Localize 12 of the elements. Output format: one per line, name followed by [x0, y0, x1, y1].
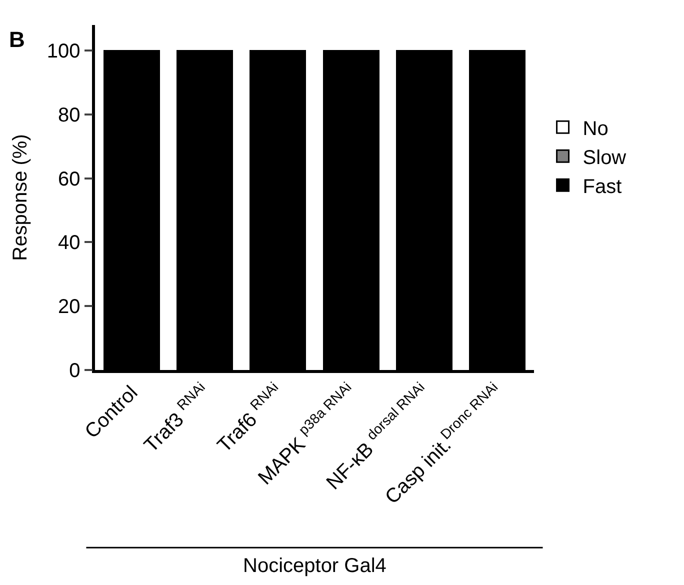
- y-tick-label: 80: [58, 104, 80, 126]
- y-tick-label: 20: [58, 296, 80, 318]
- text: B: [9, 27, 25, 52]
- y-tick-label: 60: [58, 168, 80, 190]
- y-tick-label: 0: [69, 360, 80, 382]
- legend-label: No: [582, 118, 608, 140]
- y-axis-title: Response (%): [9, 134, 32, 261]
- y-tick-label: 40: [58, 232, 80, 254]
- legend-label: Fast: [582, 176, 622, 198]
- legend-label: Slow: [582, 146, 627, 169]
- text: Nociceptor Gal4: [243, 555, 386, 577]
- y-tick-label: 100: [46, 40, 80, 63]
